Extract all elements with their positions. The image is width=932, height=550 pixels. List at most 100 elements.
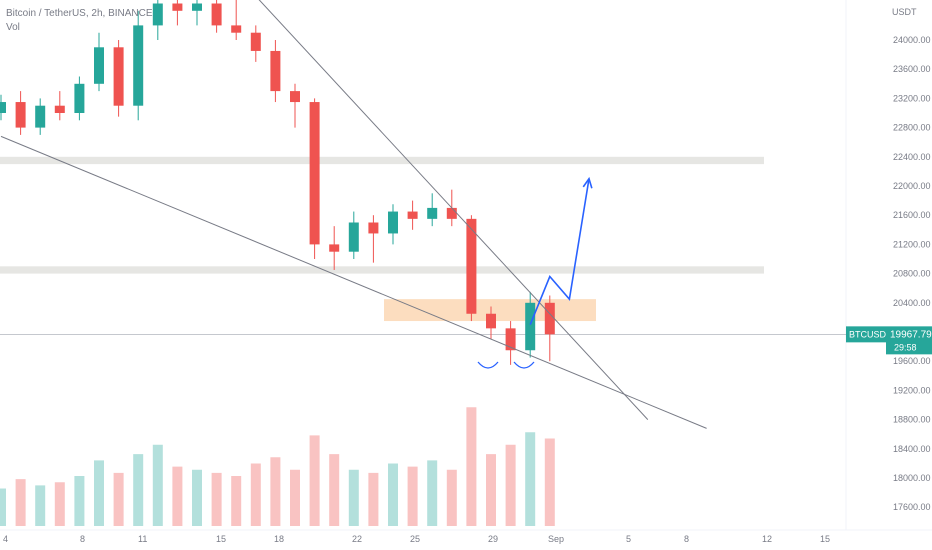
volume-bar (250, 463, 261, 526)
volume-bar (133, 454, 144, 526)
volume-bar (388, 463, 398, 526)
volume-bar (270, 457, 281, 526)
time-tick-label: 29 (488, 534, 498, 544)
ticker-badge-label: BTCUSDT (849, 329, 892, 339)
price-tick-label: 18000.00 (893, 473, 931, 483)
time-tick-label: 25 (410, 534, 420, 544)
time-tick-label: 15 (820, 534, 830, 544)
volume-bar (544, 438, 555, 526)
time-tick-label: 18 (274, 534, 284, 544)
price-badge-value: 19967.79 (890, 329, 932, 340)
time-tick-label: Sep (548, 534, 564, 544)
trendline-1 (258, 0, 649, 420)
time-tick-label: 5 (626, 534, 631, 544)
candle-body (427, 207, 438, 219)
highlight-zone (384, 299, 596, 322)
candle-body (486, 313, 496, 329)
candle-body (525, 302, 536, 351)
price-tick-label: 23600.00 (893, 64, 931, 74)
candle-body (94, 47, 104, 84)
time-tick-label: 12 (762, 534, 772, 544)
candle-body (388, 211, 398, 234)
candle-body (466, 218, 477, 314)
volume-bar (368, 472, 379, 526)
bottom-mark-1 (477, 361, 499, 369)
candle-body (35, 105, 46, 128)
candle-body (290, 91, 300, 103)
volume-bar (309, 435, 320, 526)
price-badge-countdown: 29:58 (894, 342, 917, 352)
candle-body (211, 3, 222, 26)
candle-body (113, 47, 124, 106)
price-tick-label: 17600.00 (893, 502, 931, 512)
price-tick-label: 19600.00 (893, 356, 931, 366)
price-tick-label: 24000.00 (893, 35, 931, 45)
volume-bar (35, 485, 46, 526)
price-tick-label: 22800.00 (893, 123, 931, 133)
bottom-mark-2 (513, 361, 535, 369)
price-tick-label: 18400.00 (893, 444, 931, 454)
projected-arrowhead (582, 176, 593, 189)
candle-body (446, 207, 457, 219)
volume-bar (486, 454, 496, 526)
volume-bar (15, 479, 26, 526)
volume-bar (466, 407, 477, 526)
price-tick-label: 19200.00 (893, 385, 931, 395)
candle-body (15, 102, 26, 128)
time-tick-label: 15 (216, 534, 226, 544)
price-tick-label: 21200.00 (893, 239, 931, 249)
price-tick-label: 22400.00 (893, 152, 931, 162)
time-tick-label: 22 (352, 534, 362, 544)
price-tick-label: 20400.00 (893, 298, 931, 308)
candle-body (250, 32, 261, 51)
price-badge-bg (886, 326, 932, 355)
candle-body (0, 102, 6, 113)
candle-body (270, 50, 281, 92)
volume-bar (54, 482, 65, 526)
candle-body (348, 222, 359, 252)
time-tick-label: 11 (138, 534, 147, 544)
volume-bar (446, 469, 457, 526)
resistance-zone-0 (0, 156, 764, 165)
volume-bar (525, 432, 536, 526)
candle-body (368, 222, 379, 234)
projected-path (529, 178, 590, 326)
volume-bar (211, 472, 222, 526)
price-tick-label: 20800.00 (893, 269, 931, 279)
volume-bar (231, 476, 242, 526)
candle-body (172, 3, 183, 11)
candle-body (192, 3, 202, 11)
candle-body (329, 244, 340, 252)
candle-body (231, 25, 242, 33)
volume-bar (290, 469, 300, 526)
time-tick-label: 8 (684, 534, 689, 544)
candle-body (505, 328, 516, 351)
candle-body (309, 102, 320, 245)
ticker-badge-bg (846, 326, 886, 343)
volume-label: Vol (6, 22, 20, 33)
candle-body (544, 302, 555, 335)
price-scale-currency: USDT (892, 7, 917, 17)
volume-bar (152, 444, 163, 526)
candle-body (74, 83, 85, 113)
candle-body (152, 3, 163, 26)
volume-bar (192, 469, 202, 526)
time-tick-label: 8 (80, 534, 85, 544)
volume-bar (329, 454, 340, 526)
volume-bar (427, 460, 438, 526)
volume-bar (348, 469, 359, 526)
resistance-zone-1 (0, 266, 764, 274)
symbol-title: Bitcoin / TetherUS, 2h, BINANCE (6, 8, 153, 19)
time-tick-label: 4 (3, 534, 8, 544)
candle-body (407, 211, 418, 219)
volume-bar (94, 460, 104, 526)
price-tick-label: 23200.00 (893, 93, 931, 103)
volume-bar (505, 444, 516, 526)
volume-bar (113, 472, 124, 526)
candle-body (133, 25, 144, 106)
price-tick-label: 22000.00 (893, 181, 931, 191)
volume-bar (407, 466, 418, 526)
volume-bar (172, 466, 183, 526)
